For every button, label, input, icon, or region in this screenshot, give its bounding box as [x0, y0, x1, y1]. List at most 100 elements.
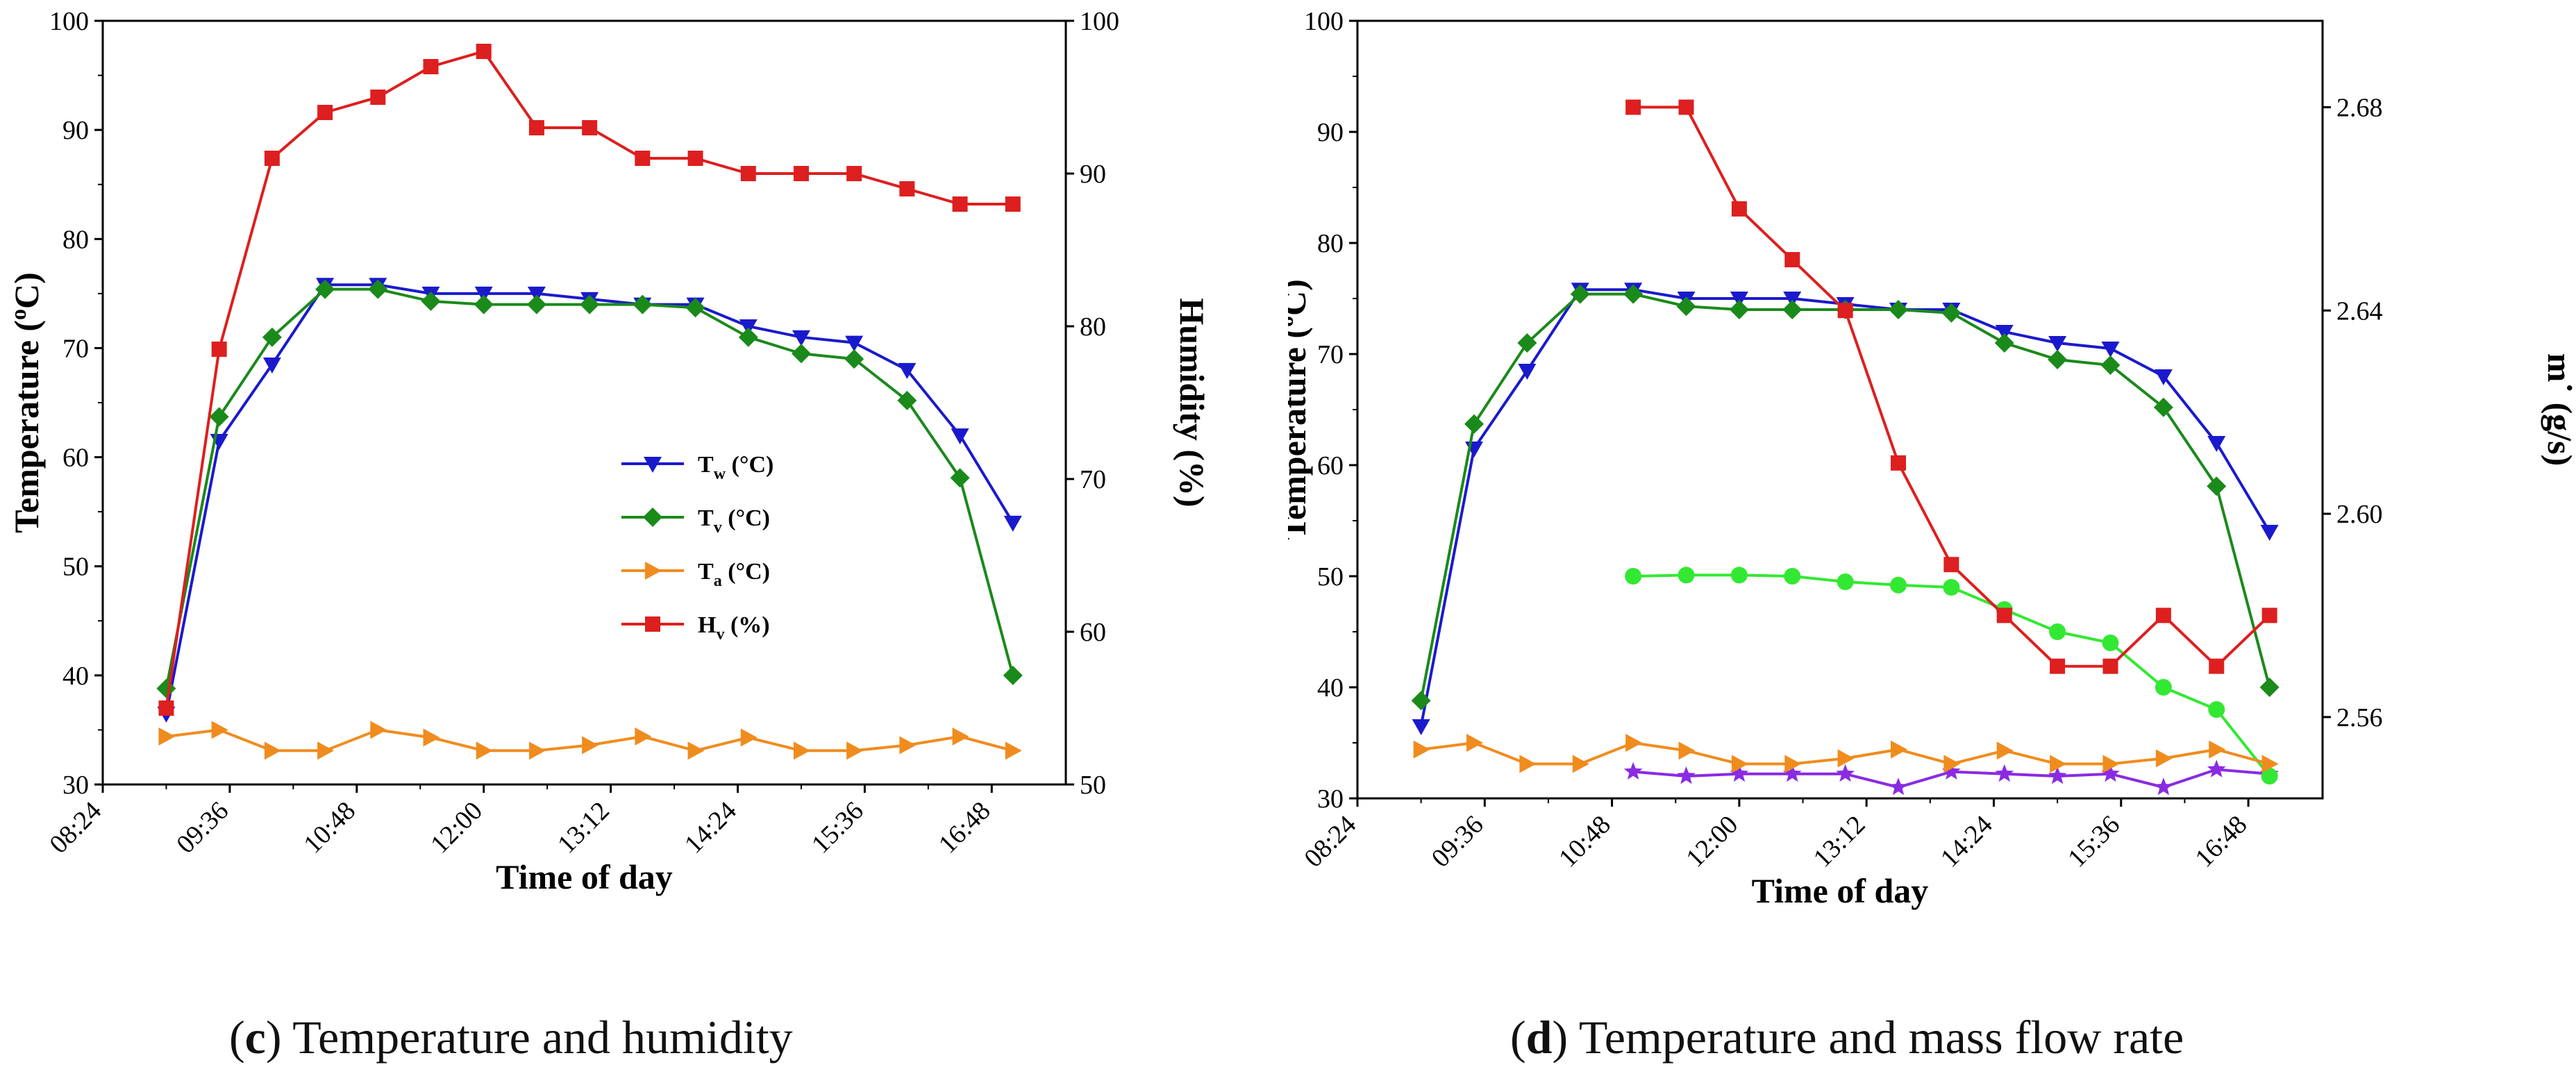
- data-point-Hv: [1005, 196, 1021, 212]
- data-point-Ta: [635, 727, 652, 746]
- series-Tw: [1412, 283, 2279, 735]
- data-point-Ta: [1943, 755, 1961, 773]
- series-line-Twho: [1633, 573, 2271, 778]
- y-tick-label: 70: [1317, 340, 1344, 369]
- data-point-m: [2050, 658, 2066, 674]
- data-point-Ta: [1572, 755, 1589, 773]
- data-point-m: [2155, 607, 2171, 623]
- data-point-Tw: [2154, 369, 2173, 385]
- y2-tick-label: 70: [1080, 465, 1106, 494]
- chart-c: 08:24 09:36 10:48 12:00 13:12 14:24 15:36 16:48…: [6, 7, 1212, 896]
- data-point-Ta: [1413, 740, 1430, 759]
- data-point-Ta: [1678, 741, 1696, 760]
- data-point-Tw: [2207, 436, 2226, 452]
- legend-label-tail: (°C): [722, 505, 770, 531]
- x-tick-label: 14:24: [679, 796, 742, 859]
- data-point-Ta: [2155, 749, 2173, 768]
- x-axis-title: Time of day: [496, 857, 673, 896]
- caption-d: (d) Temperature and mass flow rate: [1510, 1011, 2184, 1064]
- data-point-Tw: [1518, 364, 1537, 380]
- data-point-Tw: [1730, 292, 1748, 308]
- legend-label-sub: v: [716, 626, 724, 644]
- y2-tick-label: 50: [1080, 771, 1106, 800]
- legend-label-sub: v: [714, 519, 722, 537]
- data-point-m: [1943, 557, 1959, 573]
- data-point-Tv: [262, 327, 282, 347]
- data-point-Tv: [1623, 284, 1644, 304]
- data-point-Tw: [262, 358, 281, 373]
- y-tick-label: 80: [62, 225, 89, 254]
- data-point-Ta: [1837, 749, 1855, 768]
- y-axis-title: Temperature (oC): [6, 272, 46, 533]
- data-point-m: [2261, 607, 2277, 623]
- data-point-Ta: [1519, 755, 1537, 773]
- data-point-Ta: [1625, 734, 1643, 752]
- data-point-Tv: [368, 279, 388, 299]
- data-point-Tw: [474, 286, 493, 303]
- data-point-Hv: [793, 166, 809, 181]
- data-point-Tw: [527, 286, 546, 303]
- data-point-m: [1996, 607, 2012, 623]
- data-point-Tv: [738, 327, 758, 347]
- legend-label-Tw: Tw (°C): [698, 452, 773, 483]
- y-tick-label: 80: [1317, 229, 1344, 258]
- data-point-Ta: [2209, 740, 2226, 759]
- legend-label-Hv: Hv (%): [698, 612, 770, 644]
- data-point-Twhi: [1995, 764, 2014, 782]
- data-point-m: [1678, 99, 1694, 115]
- data-point-Tv: [1517, 333, 1537, 353]
- data-point-m: [2209, 658, 2225, 674]
- series-Twho: [1625, 566, 2278, 784]
- y-tick-label: 90: [62, 116, 89, 145]
- data-point-Ta: [2261, 755, 2279, 773]
- data-point-Hv: [211, 342, 227, 357]
- legend-label-tail: (°C): [726, 452, 773, 478]
- series-m: [1625, 99, 2277, 674]
- series-Tv: [156, 279, 1023, 698]
- data-point-Tw: [951, 428, 969, 445]
- data-point-Twho: [1784, 568, 1801, 585]
- data-point-Ta: [2102, 755, 2120, 773]
- x-tick-label: 16:48: [933, 796, 996, 859]
- y-tick-label: 40: [62, 662, 89, 691]
- data-point-Twhi: [1623, 762, 1643, 780]
- data-point-Tv: [685, 298, 705, 318]
- data-point-Tv: [1889, 300, 1909, 319]
- data-point-Hv: [740, 166, 756, 181]
- data-point-Tv: [2100, 355, 2121, 375]
- legend-label-Ta: Ta (°C): [698, 559, 770, 590]
- data-point-Tv: [1782, 300, 1803, 319]
- legend-label-main: T: [698, 452, 714, 478]
- data-point-Hv: [476, 44, 492, 59]
- data-point-Tw: [1003, 515, 1022, 532]
- data-point-Ta: [846, 741, 864, 760]
- data-point-Tv: [526, 294, 546, 314]
- y-axis-title-tail: C): [7, 272, 46, 309]
- data-point-Tv: [1941, 303, 1962, 323]
- data-point-Hv: [846, 166, 862, 181]
- legend-label-sub: w: [714, 465, 726, 483]
- data-point-Ta: [740, 728, 758, 747]
- data-point-Twhi: [1782, 764, 1802, 782]
- data-point-Tv: [897, 390, 917, 410]
- data-point-Twho: [1625, 568, 1642, 585]
- data-point-Tw: [792, 330, 810, 346]
- y-tick-label: 100: [49, 7, 89, 36]
- data-point-Ta: [370, 721, 387, 739]
- legend: Tw (°C)Tv (°C) Ta (°C) Hv (%): [621, 452, 773, 644]
- data-point-Twho: [2155, 679, 2172, 696]
- caption-d-text: Temperature and mass flow rate: [1568, 1011, 2184, 1064]
- legend-marker-Tv: [643, 507, 662, 527]
- data-point-Hv: [317, 105, 333, 120]
- data-point-Tv: [950, 468, 970, 488]
- data-point-Twho: [2261, 768, 2278, 784]
- caption-c-letter: c: [244, 1011, 266, 1064]
- data-point-Tv: [421, 291, 441, 311]
- y2-axis-title: m˙ (g/s): [2541, 353, 2576, 466]
- y-tick-label: 40: [1317, 673, 1344, 703]
- y2-tick-label: 90: [1080, 160, 1106, 189]
- series-Ta: [158, 721, 1022, 760]
- data-point-Ta: [952, 727, 969, 746]
- y-tick-label: 100: [1304, 7, 1344, 36]
- x-tick-label: 09:36: [1426, 810, 1489, 873]
